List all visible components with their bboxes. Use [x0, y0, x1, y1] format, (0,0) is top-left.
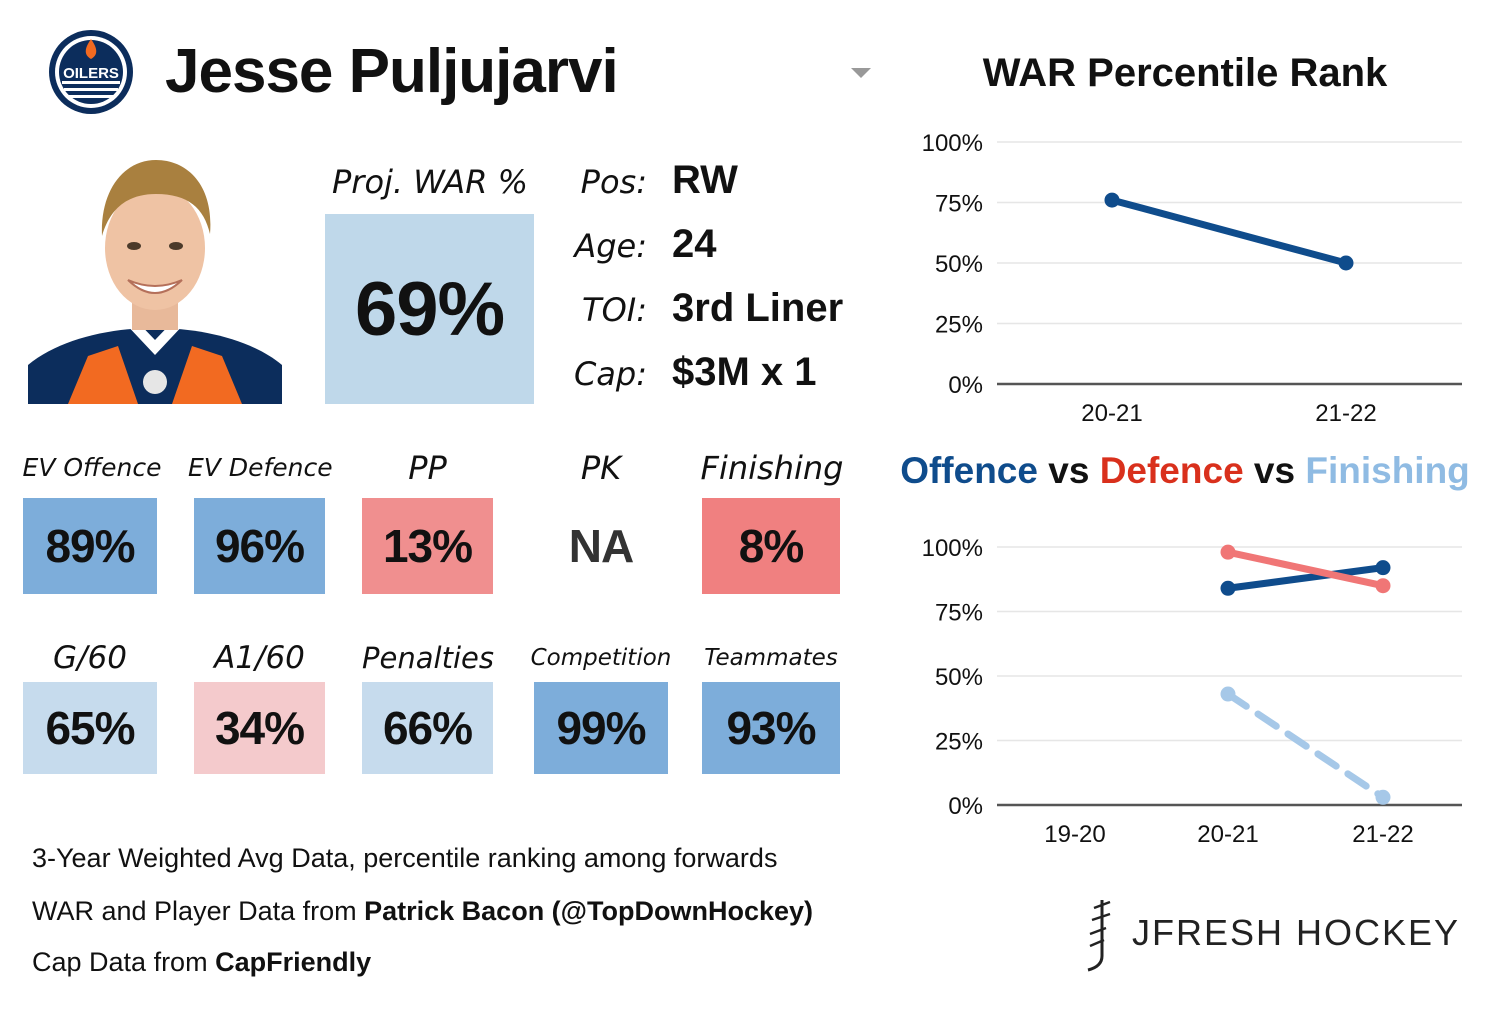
ev-offence-value: 89%: [45, 520, 135, 572]
brand-name: JFRESH HOCKEY: [1132, 912, 1461, 953]
title-vs-1: vs: [1048, 450, 1090, 491]
player-photo: [28, 150, 282, 404]
age-label: Age:: [574, 227, 647, 265]
pp-value: 13%: [382, 520, 473, 572]
war-percentile-chart: 0% 25% 50% 75% 100% 20-21 21-22: [922, 130, 1462, 427]
offence-defence-finishing-chart: 0% 25% 50% 75% 100% 19-20 20-21 21-22: [922, 535, 1462, 848]
credit-line-3-prefix: Cap Data from: [32, 947, 216, 977]
offence-data-point: [1220, 580, 1236, 596]
penalties-value: 66%: [382, 702, 473, 754]
proj-war-label: Proj. WAR %: [331, 163, 528, 201]
finishing-value: 8%: [738, 520, 804, 572]
a160-value: 34%: [214, 702, 305, 754]
y-tick-label: 50%: [935, 664, 983, 691]
g60-tile: 65%: [23, 682, 157, 774]
finishing-data-point: [1375, 789, 1391, 805]
y-tick-label: 0%: [948, 372, 983, 399]
pk-value: NA: [568, 520, 634, 572]
credit-line-2-prefix: WAR and Player Data from: [32, 896, 365, 926]
defence-series-line: [1224, 548, 1387, 590]
penalties-tile: 66%: [362, 682, 493, 774]
ev-offence-tile: 89%: [23, 498, 157, 594]
title-finishing: Finishing: [1305, 450, 1470, 491]
x-tick-label: 20-21: [1081, 400, 1142, 427]
proj-war-value: 69%: [354, 266, 505, 352]
pp-tile: 13%: [362, 498, 493, 594]
pk-label: PK: [580, 449, 622, 487]
finishing-data-point: [1220, 686, 1236, 702]
title-offence: Offence: [900, 450, 1038, 491]
a160-tile: 34%: [194, 682, 325, 774]
y-tick-label: 100%: [922, 130, 983, 157]
title-vs-2: vs: [1253, 450, 1296, 491]
finishing-label: Finishing: [700, 449, 844, 487]
pp-label: PP: [408, 449, 447, 487]
y-tick-label: 50%: [935, 251, 983, 278]
ovd-chart-title: Offence vs Defence vs Finishing: [900, 446, 1470, 496]
credit-line-1: 3-Year Weighted Avg Data, percentile ran…: [32, 843, 778, 873]
ev-offence-label: EV Offence: [22, 453, 162, 482]
offence-data-point: [1375, 560, 1391, 576]
jfresh-logo-icon: [1087, 900, 1111, 972]
offence-series-line: [1224, 564, 1387, 592]
credit-line-3-source: CapFriendly: [215, 947, 372, 977]
y-tick-label: 100%: [922, 535, 983, 562]
toi-value: 3rd Liner: [672, 286, 844, 330]
x-tick-label: 19-20: [1044, 821, 1105, 848]
war-data-point: [1338, 255, 1354, 271]
credit-line-3: Cap Data from CapFriendly: [32, 944, 371, 980]
title-defence: Defence: [1099, 450, 1244, 491]
competition-tile: 99%: [534, 682, 668, 774]
x-tick-label: 21-22: [1315, 400, 1376, 427]
player-name: Jesse Puljujarvi: [165, 37, 619, 106]
oilers-logo: OILERS: [49, 30, 133, 114]
defence-data-point: [1220, 544, 1236, 560]
proj-war-box: 69%: [325, 214, 534, 404]
pos-value: RW: [672, 158, 738, 202]
penalties-label: Penalties: [362, 641, 494, 675]
defence-data-point: [1375, 578, 1391, 594]
competition-value: 99%: [556, 702, 646, 754]
competition-label: Competition: [530, 645, 672, 671]
war-data-point: [1104, 192, 1120, 208]
logo-text: OILERS: [63, 65, 119, 82]
finishing-tile: 8%: [702, 498, 840, 594]
ev-defence-value: 96%: [214, 520, 305, 572]
y-tick-label: 25%: [935, 312, 983, 339]
cap-label: Cap:: [573, 355, 647, 393]
y-tick-label: 75%: [935, 191, 983, 218]
credit-line-2-source: Patrick Bacon (@TopDownHockey): [364, 896, 814, 926]
y-tick-label: 75%: [935, 600, 983, 627]
g60-label: G/60: [53, 640, 127, 676]
pk-tile: NA: [534, 498, 668, 594]
ev-defence-label: EV Defence: [188, 453, 333, 482]
credit-line-2: WAR and Player Data from Patrick Bacon (…: [32, 893, 813, 929]
chevron-down-icon[interactable]: [851, 68, 871, 78]
war-series-line: [1108, 196, 1350, 267]
toi-label: TOI:: [582, 291, 647, 329]
a160-label: A1/60: [214, 640, 305, 676]
age-value: 24: [672, 222, 717, 266]
teammates-value: 93%: [726, 702, 816, 754]
x-tick-label: 21-22: [1352, 821, 1413, 848]
ev-defence-tile: 96%: [194, 498, 325, 594]
teammates-label: Teammates: [704, 645, 838, 671]
y-tick-label: 0%: [948, 793, 983, 820]
pos-label: Pos:: [580, 163, 647, 201]
teammates-tile: 93%: [702, 682, 840, 774]
x-tick-label: 20-21: [1197, 821, 1258, 848]
cap-value: $3M x 1: [672, 350, 817, 394]
g60-value: 65%: [45, 702, 135, 754]
war-chart-title: WAR Percentile Rank: [982, 51, 1388, 95]
finishing-series-line: [1224, 690, 1387, 801]
y-tick-label: 25%: [935, 729, 983, 756]
